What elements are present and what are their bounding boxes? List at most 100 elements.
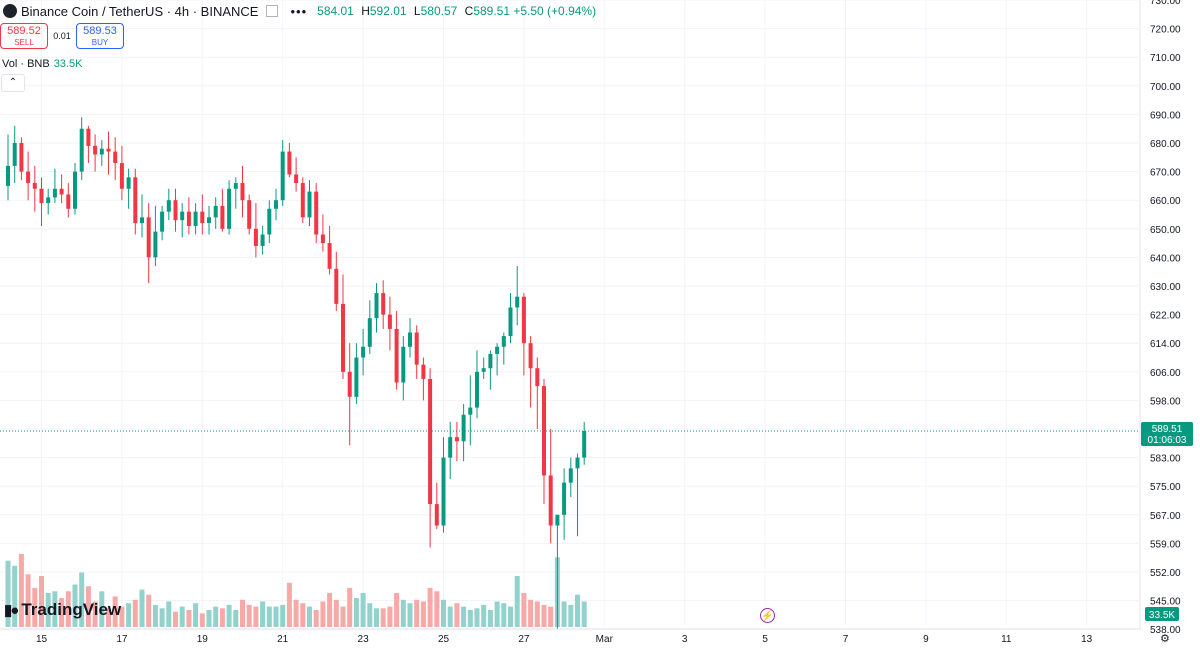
candle-body: [582, 431, 587, 458]
volume-bar: [173, 611, 178, 627]
candle-body: [334, 268, 339, 304]
collapse-legend-button[interactable]: ⌃: [1, 74, 25, 92]
volume-bar: [420, 601, 426, 627]
x-tick-label: 13: [1081, 634, 1093, 645]
candle-body: [186, 211, 191, 226]
symbol-title[interactable]: Binance Coin / TetherUS · 4h · BINANCE: [21, 3, 259, 19]
candle-body: [374, 293, 379, 319]
volume-bar: [12, 565, 18, 627]
y-tick-label: 559.00: [1150, 539, 1181, 550]
y-tick-label: 700.00: [1150, 82, 1181, 93]
settings-gear-icon[interactable]: ⚙: [1160, 633, 1170, 645]
y-tick-label: 545.00: [1150, 597, 1181, 608]
candle-body: [387, 314, 392, 329]
buy-label: BUY: [91, 38, 109, 47]
candle-body: [86, 128, 91, 146]
candle-body: [193, 211, 198, 226]
volume-bar: [266, 606, 272, 627]
candle-body: [320, 234, 325, 244]
volume-bar: [240, 599, 245, 627]
candle-body: [508, 307, 513, 337]
candle-body: [414, 332, 419, 365]
volume-bar: [39, 576, 44, 627]
candle-body: [274, 200, 278, 209]
buy-price: 589.53: [83, 25, 117, 37]
volume-bar: [52, 591, 58, 627]
volume-bar: [575, 594, 580, 627]
close-value: 589.51: [473, 4, 511, 18]
y-tick-label: 622.00: [1150, 311, 1181, 322]
volume-bar: [293, 599, 299, 627]
flag-icon[interactable]: [266, 5, 279, 17]
candle-body: [99, 148, 104, 155]
tradingview-logo[interactable]: ▮● TradingView: [4, 600, 121, 620]
candle-body: [300, 183, 305, 218]
volume-bar: [494, 601, 500, 627]
volume-legend[interactable]: Vol · BNB 33.5K: [2, 58, 82, 70]
more-icon[interactable]: •••: [290, 3, 308, 19]
buy-button[interactable]: 589.53 BUY: [76, 23, 124, 49]
candle-body: [240, 183, 245, 201]
candle-body: [213, 205, 218, 218]
volume-bar: [307, 606, 312, 627]
volume-bar: [333, 599, 339, 627]
volume-bar: [79, 572, 85, 627]
chart-header: Binance Coin / TetherUS · 4h · BINANCE •…: [0, 0, 596, 22]
volume-bar: [280, 604, 286, 627]
y-tick-label: 640.00: [1150, 253, 1181, 264]
candle-body: [59, 188, 64, 195]
volume-bar: [152, 604, 158, 627]
candle-body: [233, 183, 238, 189]
volume-bar: [226, 604, 232, 627]
x-tick-label: Mar: [596, 634, 614, 645]
candle-body: [227, 188, 232, 229]
x-tick-label: 21: [277, 634, 289, 645]
volume-bar: [441, 599, 446, 627]
candle-body: [287, 151, 292, 175]
y-tick-label: 598.00: [1150, 396, 1181, 407]
candle-body: [408, 332, 412, 347]
x-tick-label: 25: [438, 634, 450, 645]
y-tick-label: 710.00: [1150, 53, 1181, 64]
candle-body: [207, 217, 211, 224]
y-tick-label: 552.00: [1150, 568, 1181, 579]
candle-body: [428, 378, 433, 505]
candle-body: [52, 188, 57, 198]
sell-button[interactable]: 589.52 SELL: [0, 23, 48, 49]
volume-bar: [25, 574, 31, 627]
volume-bar: [233, 610, 239, 627]
candle-body: [180, 211, 185, 221]
candle-body: [160, 211, 165, 232]
volume-bar: [286, 582, 292, 627]
candle-body: [140, 217, 144, 224]
x-tick-label: 11: [1001, 634, 1012, 645]
candle-body: [475, 371, 479, 408]
volume-bar: [300, 603, 306, 627]
volume-bar: [85, 586, 91, 627]
lightning-icon[interactable]: ⚡: [760, 608, 775, 623]
volume-bar: [568, 604, 574, 627]
volume-bar: [461, 606, 467, 627]
volume-bar: [353, 598, 359, 627]
candle-body: [119, 163, 124, 189]
candle-body: [367, 318, 372, 347]
volume-bar: [534, 601, 540, 627]
candle-body: [327, 243, 332, 269]
volume-bar: [112, 596, 118, 627]
candle-body: [294, 174, 299, 184]
low-value: 580.57: [420, 4, 458, 18]
binance-coin-logo: [3, 4, 17, 18]
candle-body: [133, 177, 138, 224]
volume-bar: [508, 606, 513, 627]
y-tick-label: 630.00: [1150, 282, 1181, 293]
candle-body: [468, 407, 473, 415]
candle-body: [260, 234, 265, 246]
spread-value: 0.01: [53, 31, 71, 41]
candle-body: [515, 296, 520, 308]
y-tick-label: 538.00: [1150, 625, 1181, 636]
candle-body: [73, 171, 77, 209]
y-tick-label: 614.00: [1150, 339, 1181, 350]
volume-value: 33.5K: [53, 58, 83, 70]
x-tick-label: 27: [518, 634, 530, 645]
